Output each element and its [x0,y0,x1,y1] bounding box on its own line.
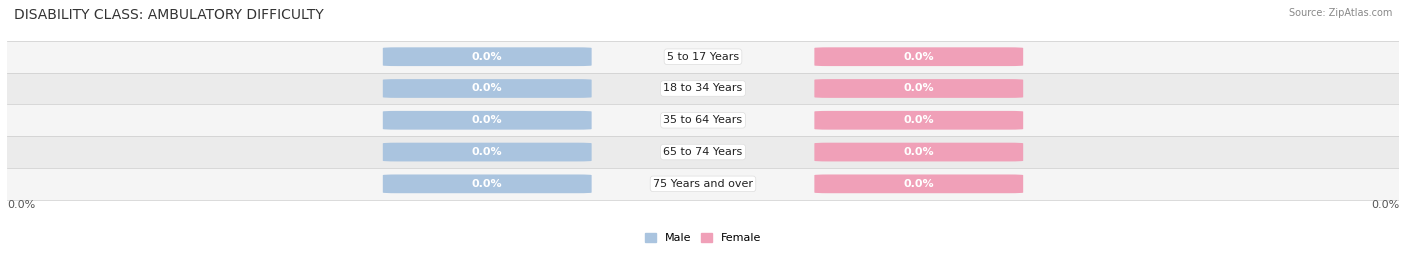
Text: 18 to 34 Years: 18 to 34 Years [664,83,742,94]
FancyBboxPatch shape [7,168,1399,200]
Text: 0.0%: 0.0% [472,115,502,125]
Text: 0.0%: 0.0% [904,52,934,62]
FancyBboxPatch shape [814,143,1024,161]
FancyBboxPatch shape [382,143,592,161]
FancyBboxPatch shape [814,47,1024,66]
Text: 0.0%: 0.0% [1371,200,1399,210]
FancyBboxPatch shape [382,47,592,66]
FancyBboxPatch shape [7,73,1399,104]
Text: 0.0%: 0.0% [7,200,35,210]
Text: DISABILITY CLASS: AMBULATORY DIFFICULTY: DISABILITY CLASS: AMBULATORY DIFFICULTY [14,8,323,22]
Text: 0.0%: 0.0% [904,83,934,94]
FancyBboxPatch shape [382,111,592,130]
Text: 0.0%: 0.0% [472,179,502,189]
FancyBboxPatch shape [814,111,1024,130]
Text: 0.0%: 0.0% [904,115,934,125]
Text: 0.0%: 0.0% [472,147,502,157]
FancyBboxPatch shape [7,41,1399,73]
Legend: Male, Female: Male, Female [641,229,765,248]
FancyBboxPatch shape [382,175,592,193]
Text: 0.0%: 0.0% [904,179,934,189]
Text: 35 to 64 Years: 35 to 64 Years [664,115,742,125]
FancyBboxPatch shape [7,104,1399,136]
Text: 65 to 74 Years: 65 to 74 Years [664,147,742,157]
Text: 5 to 17 Years: 5 to 17 Years [666,52,740,62]
Text: Source: ZipAtlas.com: Source: ZipAtlas.com [1288,8,1392,18]
Text: 0.0%: 0.0% [472,83,502,94]
FancyBboxPatch shape [814,79,1024,98]
Text: 0.0%: 0.0% [472,52,502,62]
FancyBboxPatch shape [382,79,592,98]
Text: 0.0%: 0.0% [904,147,934,157]
Text: 75 Years and over: 75 Years and over [652,179,754,189]
FancyBboxPatch shape [7,136,1399,168]
FancyBboxPatch shape [814,175,1024,193]
